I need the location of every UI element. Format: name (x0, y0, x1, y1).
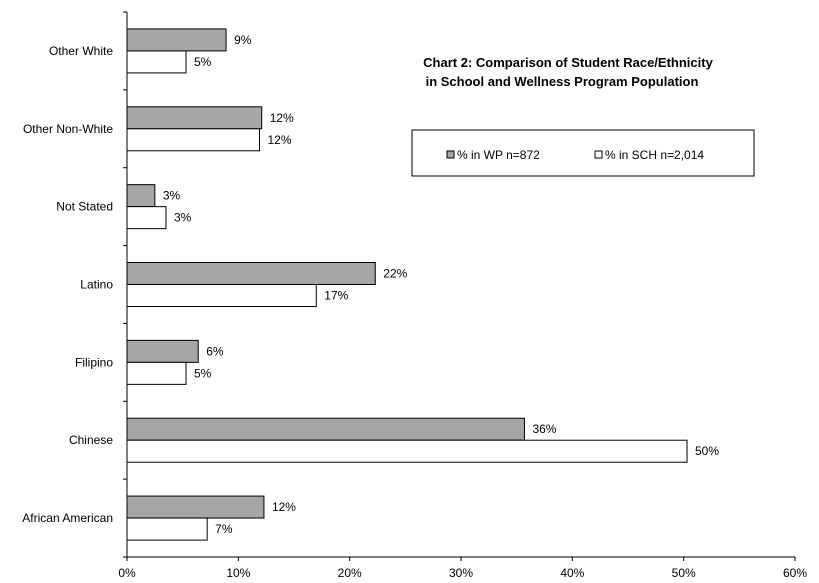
category-label-6: African American (22, 511, 113, 525)
legend-swatch-sch (595, 151, 602, 158)
data-label-sch-6: 7% (215, 522, 233, 536)
data-label-wp-1: 12% (270, 111, 294, 125)
bar-sch-6 (127, 518, 207, 540)
data-label-wp-2: 3% (163, 189, 181, 203)
data-label-wp-6: 12% (272, 500, 296, 514)
data-label-sch-3: 17% (324, 289, 348, 303)
category-label-2: Not Stated (56, 200, 113, 214)
category-label-4: Filipino (75, 355, 113, 369)
bar-wp-6 (127, 496, 264, 518)
bar-sch-4 (127, 362, 186, 384)
legend-label-sch: % in SCH n=2,014 (605, 148, 704, 162)
category-label-0: Other White (49, 44, 113, 58)
bar-wp-0 (127, 29, 226, 51)
category-label-1: Other Non-White (23, 122, 113, 136)
data-label-sch-4: 5% (194, 366, 212, 380)
data-label-wp-4: 6% (206, 344, 224, 358)
bar-wp-1 (127, 107, 262, 129)
category-label-3: Latino (80, 278, 113, 292)
bar-sch-5 (127, 440, 687, 462)
bar-wp-3 (127, 263, 375, 285)
chart-title-line-1: Chart 2: Comparison of Student Race/Ethn… (423, 55, 713, 70)
bar-sch-0 (127, 51, 186, 73)
data-label-sch-5: 50% (695, 444, 719, 458)
bar-wp-4 (127, 340, 198, 362)
x-tick-label-0: 0% (118, 566, 136, 580)
x-tick-label-2: 20% (338, 566, 362, 580)
bar-sch-2 (127, 207, 166, 229)
data-label-wp-3: 22% (383, 267, 407, 281)
data-label-wp-0: 9% (234, 33, 252, 47)
category-label-5: Chinese (69, 433, 113, 447)
bars-layer (127, 29, 687, 540)
data-label-sch-1: 12% (267, 133, 291, 147)
x-tick-label-6: 60% (783, 566, 807, 580)
data-label-sch-0: 5% (194, 55, 212, 69)
x-tick-label-1: 10% (226, 566, 250, 580)
x-tick-label-5: 50% (672, 566, 696, 580)
data-label-wp-5: 36% (532, 422, 556, 436)
legend: % in WP n=872 % in SCH n=2,014 (412, 130, 754, 176)
data-label-sch-2: 3% (174, 211, 192, 225)
legend-label-wp: % in WP n=872 (457, 148, 540, 162)
x-tick-label-3: 30% (449, 566, 473, 580)
bar-sch-3 (127, 285, 316, 307)
bar-sch-1 (127, 129, 259, 151)
chart-title-line-2: in School and Wellness Program Populatio… (426, 74, 699, 89)
bar-wp-2 (127, 185, 155, 207)
legend-swatch-wp (447, 151, 454, 158)
bar-wp-5 (127, 418, 524, 440)
x-tick-label-4: 40% (560, 566, 584, 580)
